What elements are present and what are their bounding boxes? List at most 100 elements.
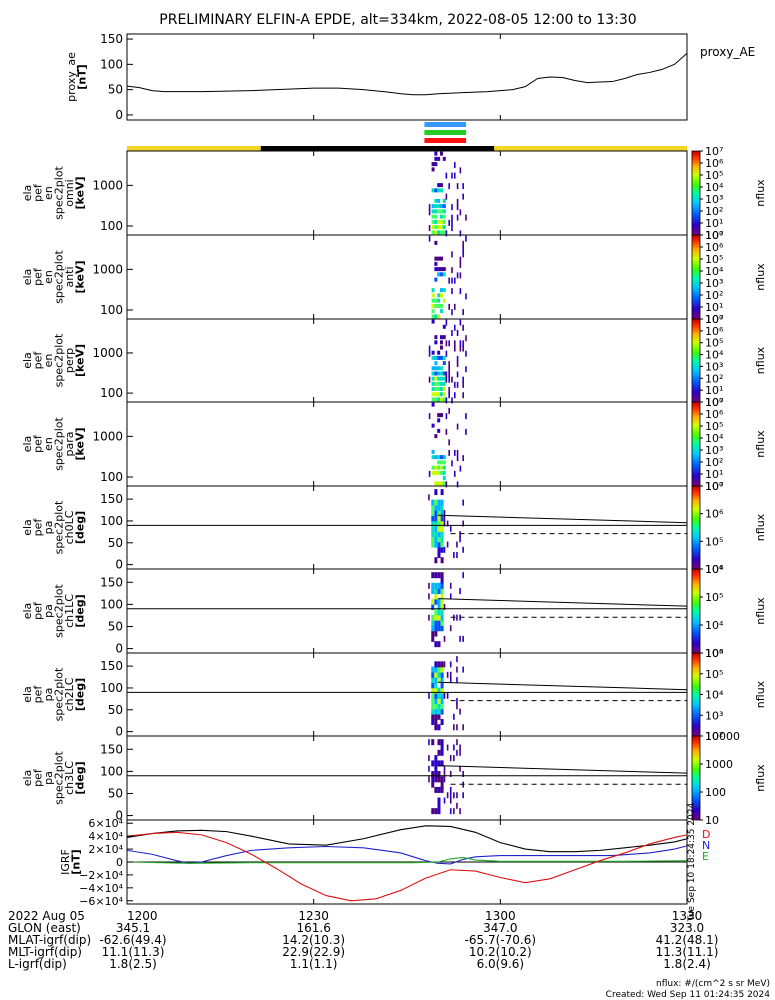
y-tick-label: 100: [100, 57, 123, 71]
spectrogram-pixel: [437, 703, 441, 710]
spectrogram-pixel: [440, 557, 444, 564]
spectrogram-pixel: [439, 256, 443, 261]
energy-colorbar: [691, 401, 701, 487]
spectrogram-pixel: [453, 324, 456, 331]
spectrogram-pixel: [434, 776, 438, 783]
spectrogram-pixel: [453, 552, 455, 559]
ylabel-line: pef: [31, 183, 44, 202]
y-tick-label: 0: [115, 108, 123, 122]
colorbar-tick-label: 10³: [705, 193, 723, 206]
spectrogram-pixel: [428, 776, 430, 783]
spectrogram-pixel: [437, 230, 441, 235]
spectrogram-pixel: [439, 230, 443, 235]
spectrogram-pixel: [442, 298, 446, 303]
spectrogram-pixel: [462, 572, 464, 579]
spectrogram-pixel: [434, 771, 438, 778]
spectrogram-pixel: [449, 661, 452, 668]
spectrogram-pixel: [459, 345, 462, 352]
spectrogram-pixel: [431, 536, 435, 543]
y-tick-label: 100: [100, 303, 123, 317]
spectrogram-pixel: [428, 376, 431, 383]
proxy-ae-line: [126, 52, 688, 96]
y-tick-label: 1000: [92, 429, 123, 443]
spectrogram-pixel: [465, 350, 467, 357]
spectrogram-pixel: [431, 510, 435, 517]
energy-spectrogram: [428, 319, 467, 404]
spectrogram-pixel: [431, 698, 435, 705]
spectrogram-pixel: [440, 671, 444, 678]
spectrogram-pixel: [431, 298, 435, 303]
y-tick-label: 0: [115, 725, 123, 739]
spectrogram-pixel: [442, 381, 446, 386]
spectrogram-pixel: [440, 504, 444, 511]
science-zone-bar: [424, 138, 467, 143]
spectrogram-pixel: [465, 366, 467, 373]
spectrogram-pixel: [437, 687, 441, 694]
spectrogram-pixel: [431, 781, 435, 788]
ephemeris-value: 1.8(2.5): [109, 957, 157, 971]
ephemeris-date: 2022 Aug 05: [8, 909, 85, 923]
spectrogram-pixel: [442, 324, 446, 329]
spectrogram-pixel: [456, 614, 458, 621]
igrf-legend-entry: E: [702, 850, 709, 863]
spectrogram-pixel: [440, 572, 444, 579]
colorbar-tick-label: 10⁶: [705, 647, 724, 660]
spectrogram-pixel: [431, 703, 435, 710]
ylabel-line: proxy_ae: [65, 52, 78, 102]
spectrogram-pixel: [459, 765, 461, 772]
ylabel-line: spec2plot: [52, 417, 65, 471]
spectrogram-pixel: [443, 661, 446, 668]
x-tick-label: 1330: [672, 909, 703, 923]
spectrogram-pixel: [446, 520, 449, 527]
spectrogram-pixel: [431, 708, 435, 715]
colorbar-tick-label: 10⁶: [705, 157, 724, 170]
spectrogram-pixel: [440, 598, 444, 605]
spectrogram-pixel: [456, 423, 459, 430]
spectrogram-pixel: [428, 350, 431, 357]
spectrogram-pixel: [431, 687, 435, 694]
spectrogram-pixel: [437, 303, 441, 308]
spectrogram-pixel: [462, 724, 464, 731]
spectrogram-pixel: [453, 755, 455, 762]
spectrogram-pixel: [434, 225, 438, 230]
energy-spectrogram: [428, 402, 467, 488]
spectrogram-pixel: [449, 593, 452, 600]
spectrogram-pixel: [434, 481, 438, 486]
spectrogram-pixel: [439, 455, 443, 460]
spectrogram-pixel: [428, 345, 431, 352]
spectrogram-pixel: [437, 692, 441, 699]
spectrogram-pixel: [448, 376, 450, 383]
energy-panel: [126, 150, 688, 236]
spectrogram-pixel: [431, 449, 435, 454]
spectrogram-pixel: [428, 593, 430, 600]
ylabel-line: ela: [21, 603, 34, 620]
spectrogram-pixel: [440, 499, 444, 506]
spectrogram-pixel: [456, 792, 458, 799]
colorbar-label: nflux: [754, 513, 767, 541]
spectrogram-pixel: [456, 272, 459, 279]
y-tick-label: 1000: [92, 262, 123, 276]
colorbar-tick-label: 10⁵: [705, 535, 723, 548]
spectrogram-pixel: [456, 481, 459, 488]
spectrogram-pixel: [439, 219, 443, 224]
spectrogram-pixel: [442, 335, 446, 340]
spectrogram-pixel: [434, 361, 438, 366]
spectrogram-pixel: [431, 760, 435, 767]
spectrogram-pixel: [440, 510, 444, 517]
spectrogram-pixel: [442, 387, 446, 392]
ylabel-line: spec2plot: [52, 333, 65, 387]
spectrogram-pixel: [462, 345, 464, 352]
spectrogram-pixel: [437, 661, 441, 668]
y-tick-label: 50: [108, 703, 123, 717]
spectrogram-pixel: [434, 392, 438, 397]
science-zone-bar: [424, 130, 467, 135]
spectrogram-pixel: [437, 156, 441, 161]
ephemeris-value: 14.2(10.3): [282, 933, 345, 947]
spectrogram-pixel: [448, 387, 450, 394]
spectrogram-pixel: [431, 604, 435, 611]
spectrogram-pixel: [451, 397, 453, 404]
spectrogram-pixel: [449, 797, 452, 804]
spectrogram-pixel: [449, 582, 452, 589]
